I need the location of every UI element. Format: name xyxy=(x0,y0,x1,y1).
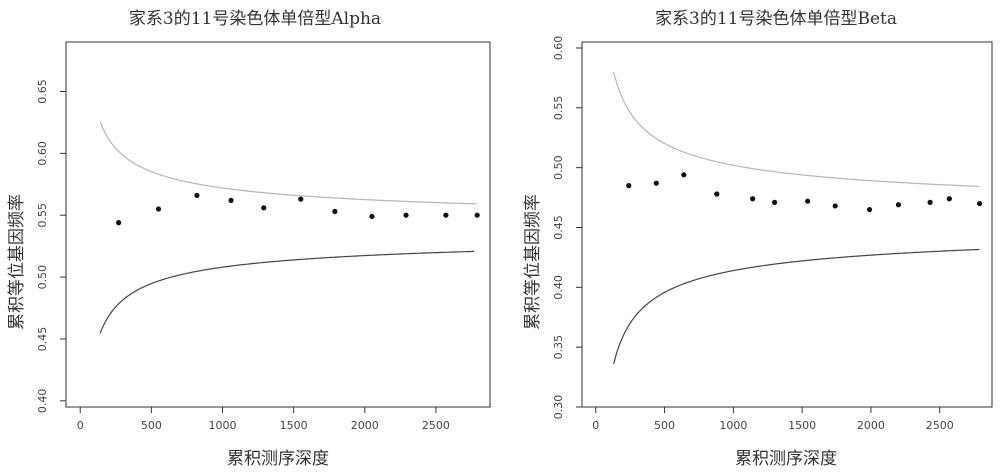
chart-alpha: 家系3的11号染色体单倍型Alpha 0 500 1000 1500 2000 2500 … xyxy=(7,9,491,469)
x-axis: 0 500 1000 1500 2000 2500 xyxy=(77,407,450,432)
chart-title: 家系3的11号染色体单倍型Alpha xyxy=(129,9,381,29)
y-tick-label: 0.55 xyxy=(552,96,565,121)
data-point xyxy=(443,212,449,218)
upper-bound-curve xyxy=(99,121,477,205)
y-tick-label: 0.65 xyxy=(36,79,49,104)
lower-bound-curve xyxy=(99,250,475,334)
x-axis-title: 累积测序深度 xyxy=(735,449,837,469)
y-axis: 0.30 0.35 0.40 0.45 0.50 0.55 0.60 xyxy=(552,36,582,420)
chart-panel-alpha: 家系3的11号染色体单倍型Alpha 0 500 1000 1500 2000 2500 … xyxy=(7,9,491,469)
chart-title: 家系3的11号染色体单倍型Beta xyxy=(655,9,897,29)
data-point xyxy=(977,200,983,207)
confidence-bounds xyxy=(99,121,477,334)
data-point xyxy=(626,183,632,189)
y-tick-label: 0.40 xyxy=(552,275,565,300)
y-tick-label: 0.45 xyxy=(552,215,565,240)
data-point xyxy=(832,203,838,209)
y-tick-label: 0.50 xyxy=(36,265,49,290)
x-tick-label: 2000 xyxy=(857,419,885,432)
chart-beta: 家系3的11号染色体单倍型Beta 0 500 1000 1500 2000 2500 0… xyxy=(523,9,993,469)
x-tick-label: 0 xyxy=(592,419,599,432)
x-tick-label: 1000 xyxy=(209,419,237,432)
x-tick-label: 500 xyxy=(654,419,675,432)
data-point xyxy=(369,213,375,220)
data-point xyxy=(927,199,933,205)
y-tick-label: 0.40 xyxy=(36,389,49,414)
data-point xyxy=(866,206,873,213)
data-point xyxy=(298,196,304,202)
x-tick-label: 0 xyxy=(77,419,84,432)
data-point xyxy=(714,191,720,197)
data-point xyxy=(474,212,480,218)
x-tick-label: 500 xyxy=(141,419,162,432)
data-point xyxy=(895,202,902,208)
x-tick-label: 1500 xyxy=(788,419,816,432)
y-tick-label: 0.30 xyxy=(552,395,565,420)
data-point xyxy=(116,220,122,226)
y-axis: 0.40 0.45 0.50 0.55 0.60 0.65 xyxy=(36,79,66,413)
data-point xyxy=(681,172,687,178)
data-point xyxy=(194,192,200,199)
data-point xyxy=(750,196,756,202)
data-points xyxy=(116,192,480,226)
chart-panel-beta: 家系3的11号染色体单倍型Beta 0 500 1000 1500 2000 2500 0… xyxy=(500,0,1000,475)
y-tick-label: 0.35 xyxy=(552,335,565,360)
confidence-bounds xyxy=(613,71,980,365)
x-tick-label: 1500 xyxy=(280,419,308,432)
lower-bound-curve xyxy=(613,248,980,365)
data-point xyxy=(403,212,409,218)
data-point xyxy=(332,208,338,215)
x-axis-title: 累积测序深度 xyxy=(227,449,329,469)
plot-frame xyxy=(581,41,993,408)
x-tick-label: 1000 xyxy=(719,419,747,432)
data-point xyxy=(261,205,267,211)
x-axis: 0 500 1000 1500 2000 2500 xyxy=(592,407,954,432)
y-tick-label: 0.60 xyxy=(552,36,565,61)
x-tick-label: 2000 xyxy=(351,419,379,432)
y-tick-label: 0.50 xyxy=(552,155,565,180)
data-point xyxy=(805,198,811,204)
data-point xyxy=(772,199,778,205)
y-axis-title: 累积等位基因频率 xyxy=(523,194,543,330)
upper-bound-curve xyxy=(613,71,980,187)
data-point xyxy=(155,206,162,212)
data-point xyxy=(946,196,952,202)
plot-frame xyxy=(65,41,491,408)
y-tick-label: 0.45 xyxy=(36,327,49,352)
data-point xyxy=(653,180,659,186)
x-tick-label: 2500 xyxy=(422,419,450,432)
y-axis-title: 累积等位基因频率 xyxy=(7,194,27,330)
y-tick-label: 0.60 xyxy=(36,141,49,166)
y-tick-label: 0.55 xyxy=(36,203,49,228)
data-point xyxy=(228,197,234,203)
data-points xyxy=(626,172,983,213)
x-tick-label: 2500 xyxy=(926,419,954,432)
